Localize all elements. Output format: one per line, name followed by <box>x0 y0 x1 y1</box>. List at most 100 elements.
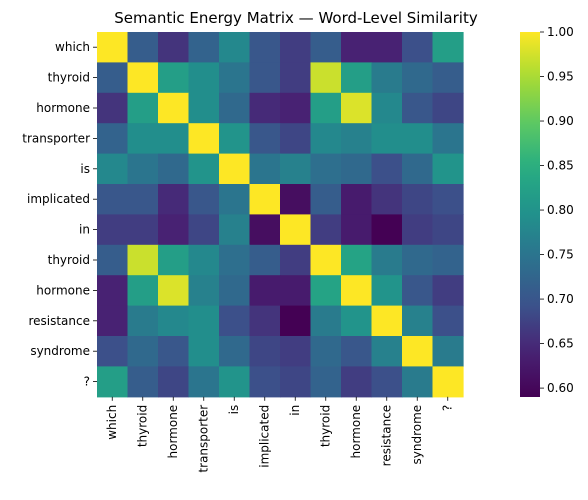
colorbar-tick-label: 0.85 <box>547 159 574 173</box>
heatmap-cell <box>219 184 251 215</box>
heatmap-cell <box>402 336 434 367</box>
heatmap-cell <box>249 32 281 63</box>
heatmap-cell <box>188 214 220 246</box>
heatmap-cell <box>97 153 129 185</box>
x-tick-label: resistance <box>380 405 394 467</box>
colorbar-tick-label: 0.65 <box>547 337 574 351</box>
heatmap-cell <box>188 123 220 155</box>
heatmap-cell <box>158 153 190 185</box>
heatmap-cell <box>280 123 312 155</box>
heatmap-cell <box>127 214 159 246</box>
heatmap-cell <box>127 184 159 215</box>
heatmap-cell <box>371 275 403 307</box>
heatmap-cell <box>432 214 464 246</box>
y-tick-label: which <box>55 40 90 54</box>
heatmap-cell <box>371 32 403 63</box>
y-tick-label: ? <box>84 375 90 389</box>
x-tick-label: implicated <box>258 405 272 468</box>
heatmap-cell <box>371 214 403 246</box>
heatmap-cell <box>280 153 312 185</box>
heatmap-cell <box>432 62 464 94</box>
heatmap-cell <box>280 32 312 63</box>
heatmap-cell <box>188 92 220 124</box>
heatmap-cell <box>219 153 251 185</box>
heatmap-cell <box>249 62 281 94</box>
colorbar-tick-label: 0.70 <box>547 292 574 306</box>
x-tick-label: syndrome <box>410 405 424 465</box>
heatmap-cell <box>158 275 190 307</box>
heatmap-cell <box>219 366 251 398</box>
heatmap-cell <box>158 366 190 398</box>
y-tick-label: in <box>79 223 90 237</box>
y-tick-label: is <box>80 162 90 176</box>
heatmap-cell <box>127 336 159 367</box>
heatmap-cell <box>158 32 190 63</box>
y-tick-label: thyroid <box>48 71 90 85</box>
heatmap-cell <box>371 336 403 367</box>
colorbar-tick-label: 0.60 <box>547 381 574 395</box>
heatmap-cell <box>158 92 190 124</box>
y-tick-label: syndrome <box>30 344 90 358</box>
y-tick-label: hormone <box>36 283 90 297</box>
heatmap-cell <box>97 92 129 124</box>
heatmap-cell <box>402 244 434 276</box>
heatmap-cell <box>341 62 373 94</box>
y-tick-label: hormone <box>36 101 90 115</box>
heatmap-cell <box>341 244 373 276</box>
heatmap-cell <box>280 214 312 246</box>
x-tick-label: thyroid <box>136 405 150 447</box>
chart-title: Semantic Energy Matrix — Word-Level Simi… <box>114 9 478 27</box>
heatmap-cell <box>280 366 312 398</box>
heatmap-cell <box>310 336 342 367</box>
heatmap-cell <box>371 244 403 276</box>
heatmap-cell <box>402 62 434 94</box>
heatmap-cell <box>341 336 373 367</box>
heatmap-cell <box>432 244 464 276</box>
heatmap-cell <box>310 153 342 185</box>
heatmap-cell <box>249 275 281 307</box>
heatmap-cell <box>249 123 281 155</box>
heatmap-cell <box>280 92 312 124</box>
y-tick-label: transporter <box>22 131 90 145</box>
x-tick-label: ? <box>441 405 455 411</box>
heatmap-cell <box>127 123 159 155</box>
heatmap-cell <box>188 244 220 276</box>
heatmap-cell <box>341 275 373 307</box>
heatmap-cell <box>371 62 403 94</box>
heatmap-cell <box>97 336 129 367</box>
heatmap-cell <box>97 305 129 337</box>
heatmap-cell <box>127 153 159 185</box>
heatmap-cell <box>219 275 251 307</box>
heatmap-cell <box>402 32 434 63</box>
y-tick-label: resistance <box>28 314 90 328</box>
heatmap-cell <box>280 275 312 307</box>
heatmap-cell <box>432 305 464 337</box>
heatmap-cell <box>158 244 190 276</box>
heatmap-cell <box>188 153 220 185</box>
heatmap-cell <box>188 366 220 398</box>
heatmap-cell <box>219 214 251 246</box>
heatmap-cell <box>127 244 159 276</box>
heatmap-cell <box>249 305 281 337</box>
heatmap-cells <box>97 32 464 398</box>
y-tick-label: implicated <box>27 192 90 206</box>
heatmap-cell <box>158 336 190 367</box>
heatmap-cell <box>402 92 434 124</box>
heatmap-cell <box>97 366 129 398</box>
heatmap-cell <box>219 123 251 155</box>
heatmap-cell <box>310 275 342 307</box>
heatmap-cell <box>310 214 342 246</box>
x-axis-ticks: which thyroid hormone transporter is implicat… <box>105 396 455 473</box>
heatmap-cell <box>310 123 342 155</box>
heatmap-cell <box>371 123 403 155</box>
heatmap-cell <box>188 305 220 337</box>
heatmap-cell <box>310 32 342 63</box>
heatmap-cell <box>341 184 373 215</box>
heatmap-cell <box>280 305 312 337</box>
heatmap-cell <box>97 62 129 94</box>
heatmap-cell <box>127 32 159 63</box>
heatmap-cell <box>249 214 281 246</box>
heatmap-cell <box>127 92 159 124</box>
colorbar-tick-label: 0.95 <box>547 70 574 84</box>
